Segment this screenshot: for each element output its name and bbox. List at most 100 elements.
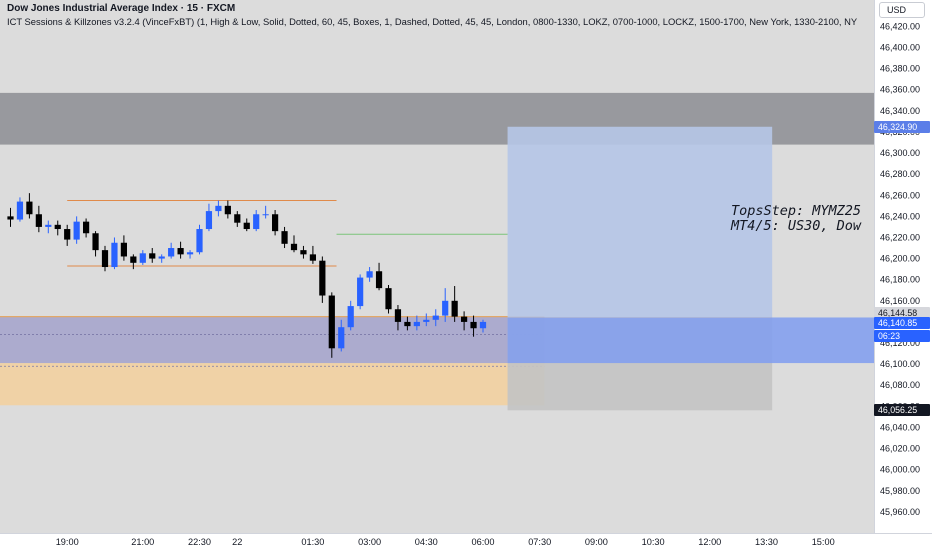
candle-body <box>35 214 42 227</box>
candle-body <box>215 205 222 212</box>
candle-body <box>224 205 231 215</box>
target-price-tag: 46,324.90 <box>874 120 930 133</box>
currency-button[interactable]: USD <box>879 2 925 18</box>
candle-body <box>479 321 487 329</box>
candle-body <box>413 321 420 327</box>
candle-body <box>54 224 61 230</box>
time-tick-label: 21:00 <box>131 537 154 547</box>
candle-body <box>347 306 354 328</box>
time-tick-label: 01:30 <box>301 537 324 547</box>
candle-body <box>461 316 468 322</box>
price-tick-label: 46,300.00 <box>880 148 920 158</box>
candle-body <box>196 229 203 253</box>
candle-body <box>470 321 477 329</box>
newyork-session-box <box>0 316 545 364</box>
time-tick-label: 09:00 <box>585 537 608 547</box>
current-price-band <box>507 317 874 364</box>
price-tick-label: 46,120.00 <box>880 338 920 348</box>
price-tick-label: 46,160.00 <box>880 296 920 306</box>
price-tick-label: 46,220.00 <box>880 232 920 242</box>
position-profit-zone <box>507 126 773 318</box>
price-tick-label: 46,360.00 <box>880 85 920 95</box>
candle-body <box>375 271 383 289</box>
annotation-line-2: MT4/5: US30, Dow <box>731 218 862 234</box>
candle-body <box>451 300 458 317</box>
candle-body <box>168 248 175 257</box>
candle-body <box>120 242 127 257</box>
candle-body <box>385 288 392 310</box>
price-tick-label: 46,260.00 <box>880 190 920 200</box>
time-tick-label: 22:30 <box>188 537 211 547</box>
price-tick-label: 46,000.00 <box>880 465 920 475</box>
price-tick-label: 46,280.00 <box>880 169 920 179</box>
price-tick-label: 45,980.00 <box>880 486 920 496</box>
price-tick-label: 46,020.00 <box>880 444 920 454</box>
entry-price-tag: 46,144.58 <box>874 306 930 319</box>
candle-body <box>328 295 335 349</box>
price-tick-label: 45,960.00 <box>880 507 920 517</box>
candle-body <box>423 319 430 322</box>
candle-body <box>243 222 250 230</box>
time-tick-label: 13:30 <box>755 537 778 547</box>
candle-body <box>177 248 184 255</box>
candle-body <box>338 327 345 349</box>
time-tick-label: 22 <box>232 537 242 547</box>
candle-body <box>309 254 316 261</box>
candle-body <box>357 277 364 307</box>
price-tick-label: 46,420.00 <box>880 21 920 31</box>
candle-body <box>64 229 71 240</box>
stop-price-tag: 46,056.25 <box>874 404 930 417</box>
candle-body <box>432 315 439 320</box>
candle-body <box>290 243 298 251</box>
candle-countdown-tag: 06:23 <box>874 329 930 342</box>
candle-body <box>366 271 373 278</box>
price-tick-label: 46,180.00 <box>880 275 920 285</box>
annotation-line-1: TopsStep: MYMZ25 <box>731 203 862 219</box>
candle-body <box>158 256 165 259</box>
candle-body <box>394 309 402 322</box>
price-tick-label: 46,040.00 <box>880 422 920 432</box>
candle-body <box>234 214 241 223</box>
time-tick-label: 04:30 <box>415 537 438 547</box>
price-tick-label: 46,380.00 <box>880 64 920 74</box>
candle-body <box>92 233 99 251</box>
candle-body <box>73 221 80 240</box>
price-tick-label: 46,400.00 <box>880 42 920 52</box>
chart-title: Dow Jones Industrial Average Index · 15 … <box>7 3 236 14</box>
time-axis-background <box>0 533 932 550</box>
candle-body <box>404 321 411 327</box>
candle-body <box>26 201 33 215</box>
candle-body <box>253 214 260 230</box>
indicator-legend[interactable]: ICT Sessions & Killzones v3.2.4 (VinceFx… <box>7 16 858 27</box>
candle-body <box>130 256 137 263</box>
candle-body <box>262 214 269 216</box>
candle-body <box>16 201 24 220</box>
candle-body <box>319 260 326 296</box>
candle-body <box>139 253 146 263</box>
price-tick-label: 46,080.00 <box>880 380 920 390</box>
candle-body <box>101 250 109 268</box>
price-tick-label: 46,240.00 <box>880 211 920 221</box>
candle-body <box>186 252 194 255</box>
candle-body <box>111 242 118 268</box>
time-tick-label: 15:00 <box>812 537 835 547</box>
candle-body <box>45 224 52 227</box>
candle-body <box>149 253 156 259</box>
candle-body <box>83 221 90 234</box>
candle-body <box>281 231 288 244</box>
candle-body <box>272 214 279 232</box>
time-tick-label: 10:30 <box>642 537 665 547</box>
time-tick-label: 12:00 <box>698 537 721 547</box>
candle-body <box>300 250 307 255</box>
london-session-box <box>0 363 545 406</box>
price-tick-label: 46,100.00 <box>880 359 920 369</box>
price-tick-label: 46,200.00 <box>880 254 920 264</box>
price-tick-label: 46,340.00 <box>880 106 920 116</box>
candle-body <box>7 216 14 220</box>
candle-body <box>442 300 449 316</box>
time-tick-label: 19:00 <box>56 537 79 547</box>
candle-body <box>205 211 213 230</box>
time-tick-label: 06:00 <box>472 537 495 547</box>
